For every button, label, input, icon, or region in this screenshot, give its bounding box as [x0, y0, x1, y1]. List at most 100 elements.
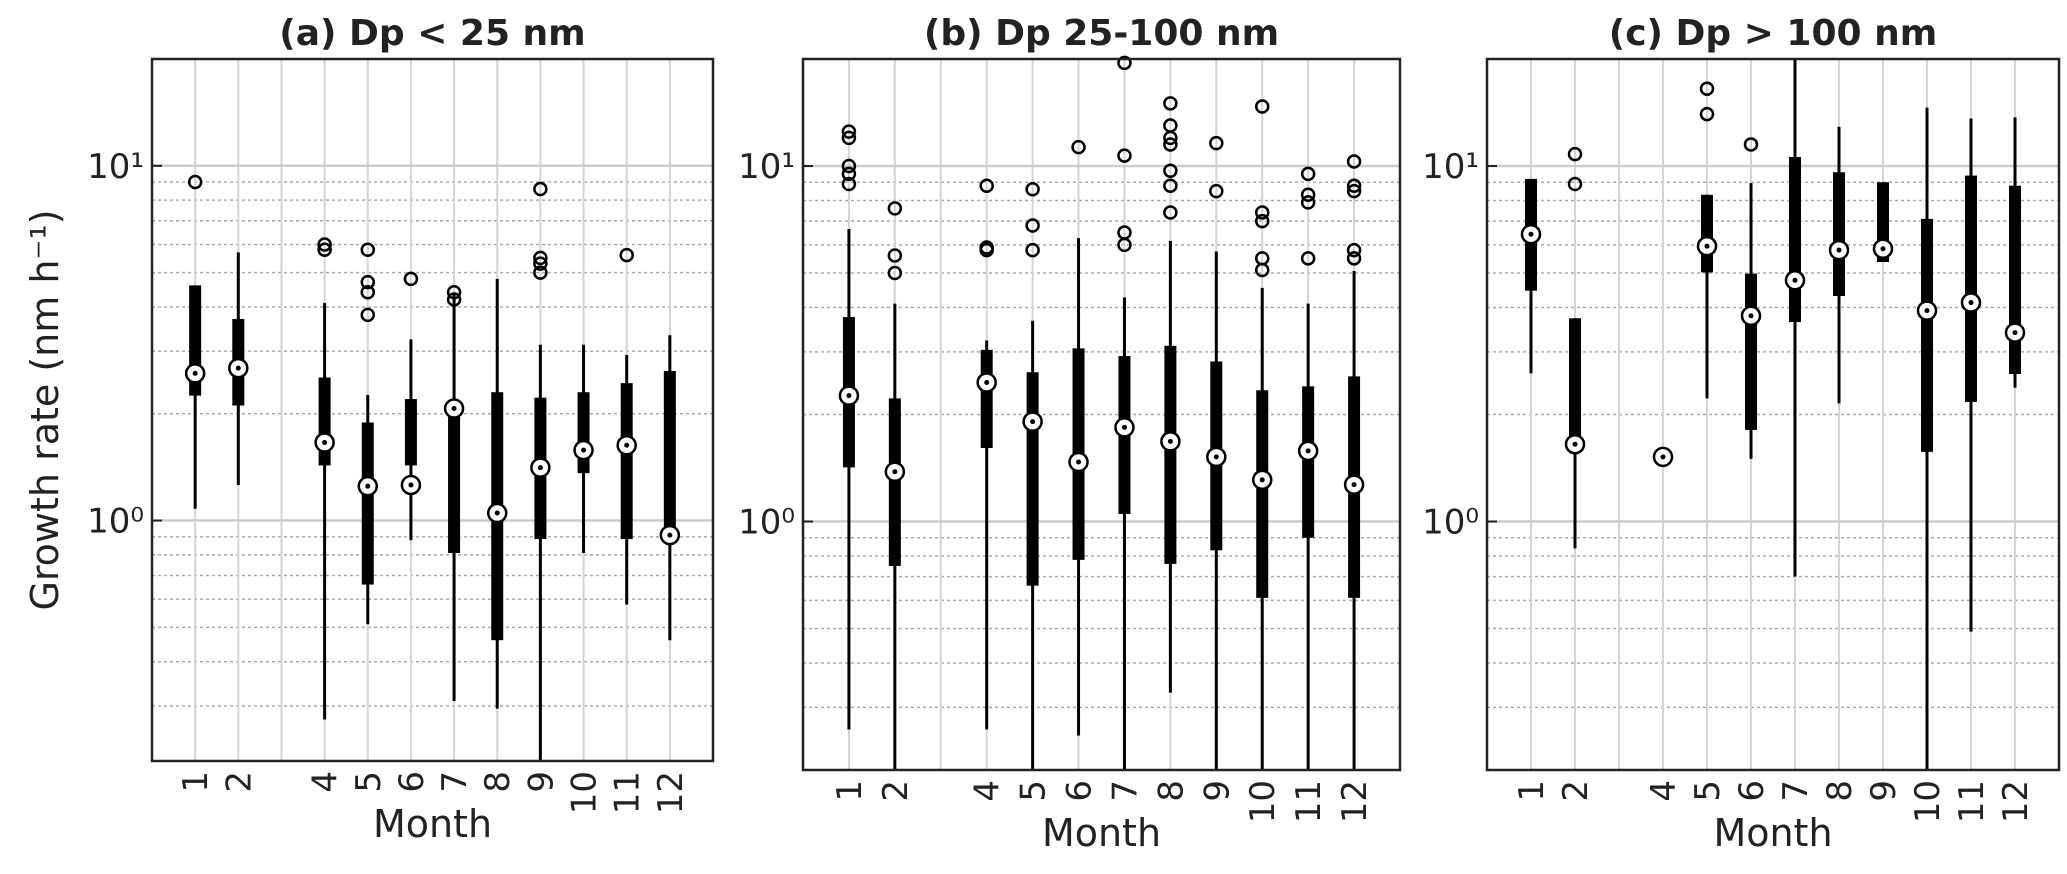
x-tick-label: 6	[392, 771, 432, 793]
x-tick-label: 11	[1952, 780, 1992, 823]
median-dot	[667, 532, 673, 538]
outlier	[446, 292, 462, 307]
x-tick-label: 4	[968, 780, 1008, 802]
outlier	[1699, 106, 1715, 122]
outlier	[1163, 205, 1178, 220]
outlier	[403, 271, 419, 287]
outlier	[1300, 187, 1316, 203]
outlier	[1071, 139, 1086, 155]
box	[1164, 345, 1177, 564]
outlier	[841, 158, 857, 174]
box	[404, 399, 417, 466]
box	[1965, 175, 1977, 402]
outlier	[841, 176, 857, 192]
x-tick-label: 11	[1289, 780, 1329, 823]
outlier	[446, 285, 462, 300]
y-tick-label: 10¹	[738, 147, 795, 187]
plot-frame	[150, 57, 715, 763]
outlier	[1209, 135, 1224, 151]
y-tick-label: 10¹	[87, 147, 144, 187]
median-dot	[1572, 441, 1578, 447]
outlier	[841, 124, 857, 139]
x-tick-label: 1	[176, 771, 216, 793]
x-tick-label: 9	[1197, 780, 1237, 802]
median-dot	[322, 439, 328, 445]
box	[1745, 273, 1757, 430]
x-tick-label: 2	[876, 780, 916, 802]
outlier	[1346, 242, 1362, 258]
outlier	[1743, 137, 1759, 152]
median-dot	[365, 483, 371, 489]
y-tick-label: 10¹	[1422, 147, 1479, 187]
y-axis-label: Growth rate (nm h⁻¹)	[23, 209, 67, 610]
outlier	[1254, 205, 1270, 220]
median-dot	[1121, 424, 1127, 430]
box	[1789, 157, 1801, 323]
median-dot	[2012, 330, 2018, 336]
outlier	[1117, 237, 1132, 253]
outlier	[1025, 242, 1040, 258]
median-dot	[1924, 308, 1930, 314]
outlier	[1567, 176, 1583, 192]
panel-title: (b) Dp 25-100 nm	[924, 13, 1279, 54]
box	[2009, 185, 2021, 374]
median-dot	[1076, 459, 1082, 465]
median-dot	[192, 370, 198, 376]
outlier	[1163, 130, 1178, 146]
x-tick-label: 1	[1512, 780, 1552, 802]
outlier	[533, 265, 548, 280]
box	[1701, 194, 1713, 273]
x-tick-label: 6	[1060, 780, 1100, 802]
median-dot	[1836, 247, 1842, 253]
outlier	[1117, 55, 1132, 71]
x-axis-label: Month	[1713, 811, 1832, 855]
outlier	[1117, 148, 1132, 163]
outlier	[1025, 218, 1040, 233]
x-tick-label: 12	[1335, 780, 1375, 823]
outlier	[360, 307, 376, 323]
x-tick-label: 7	[1776, 780, 1816, 802]
outlier	[1300, 166, 1316, 182]
x-tick-label: 12	[651, 771, 691, 814]
outlier	[533, 181, 548, 197]
x-tick-label: 4	[306, 771, 346, 793]
outlier	[1346, 154, 1362, 169]
x-tick-label: 5	[1014, 780, 1054, 802]
x-tick-label: 10	[565, 771, 605, 814]
outlier	[187, 174, 203, 190]
y-tick-label: 10⁰	[87, 502, 144, 542]
x-tick-label: 8	[478, 771, 518, 793]
x-tick-label: 9	[1864, 780, 1904, 802]
outlier	[1346, 251, 1362, 266]
x-tick-label: 8	[1151, 780, 1191, 802]
median-dot	[846, 393, 852, 399]
x-tick-label: 5	[1688, 780, 1728, 802]
median-dot	[892, 469, 898, 475]
median-dot	[1259, 477, 1265, 483]
median-dot	[1305, 448, 1311, 454]
median-dot	[451, 405, 457, 411]
outlier	[841, 130, 857, 146]
outlier	[360, 285, 376, 300]
outlier	[979, 178, 994, 194]
median-dot	[1704, 243, 1710, 249]
panel-title: (a) Dp < 25 nm	[279, 13, 585, 54]
box	[1256, 390, 1269, 598]
median-dot	[1968, 300, 1974, 306]
x-tick-label: 12	[1996, 780, 2036, 823]
panel-title: (c) Dp > 100 nm	[1609, 13, 1937, 54]
box	[620, 383, 633, 540]
median-dot	[1748, 313, 1754, 319]
outlier	[1346, 183, 1362, 199]
median-dot	[624, 442, 630, 448]
x-tick-label: 9	[521, 771, 561, 793]
outlier	[1346, 178, 1362, 194]
plot-frame	[1485, 57, 2061, 772]
median-dot	[1880, 246, 1886, 252]
x-axis-label: Month	[1042, 811, 1161, 855]
x-tick-label: 4	[1644, 780, 1684, 802]
median-dot	[494, 510, 500, 516]
median-dot	[984, 380, 990, 386]
outlier	[317, 237, 332, 252]
